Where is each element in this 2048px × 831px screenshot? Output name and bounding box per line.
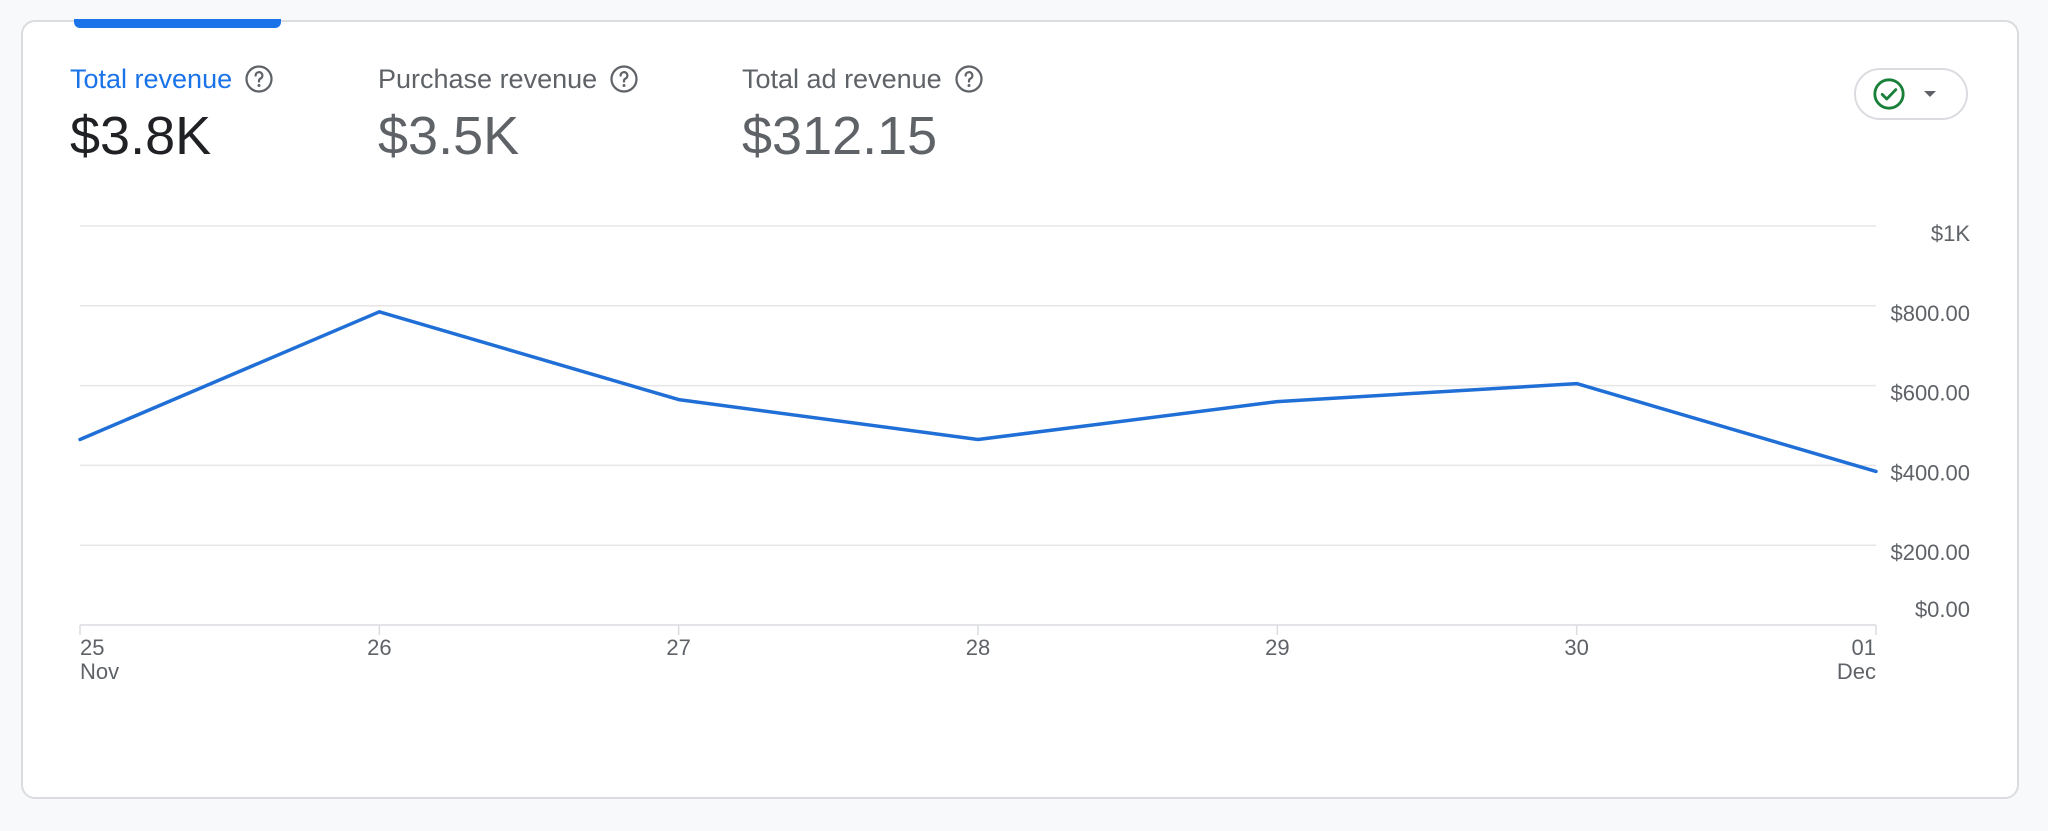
check-circle-icon [1873, 78, 1905, 110]
metric-purchase-revenue[interactable]: Purchase revenue $3.5K [378, 62, 639, 164]
help-icon[interactable] [244, 64, 274, 94]
metric-label: Total ad revenue [742, 63, 942, 94]
metric-value: $3.5K [378, 106, 520, 166]
help-icon[interactable] [609, 64, 639, 94]
metric-label: Purchase revenue [378, 63, 598, 94]
metric-total-ad-revenue[interactable]: Total ad revenue $312.15 [742, 62, 984, 164]
revenue-card [21, 20, 2019, 799]
active-tab-indicator [74, 19, 281, 28]
help-icon[interactable] [954, 64, 984, 94]
caret-down-icon [1924, 91, 1936, 97]
metric-value: $3.8K [70, 106, 212, 166]
metric-value: $312.15 [742, 106, 938, 166]
status-dropdown-button[interactable] [1854, 68, 1968, 120]
metric-total-revenue[interactable]: Total revenue $3.8K [70, 62, 274, 164]
metric-label: Total revenue [70, 63, 233, 94]
